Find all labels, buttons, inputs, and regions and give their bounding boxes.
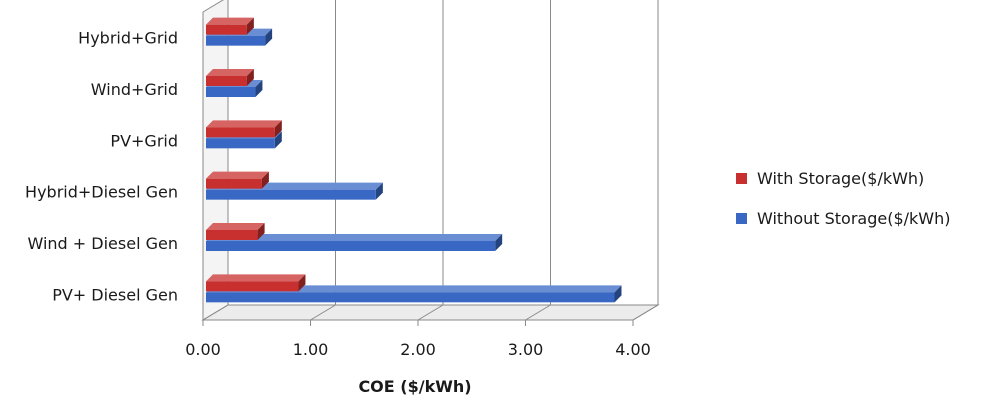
category-label: PV+ Diesel Gen — [52, 285, 178, 304]
bar-end — [246, 69, 254, 86]
bar-top — [206, 17, 254, 25]
bar — [206, 120, 282, 138]
category-label: Wind+Grid — [91, 80, 178, 99]
floor-grid-line — [632, 304, 659, 321]
x-axis-label: COE ($/kWh) — [358, 377, 471, 396]
legend-label-with-storage: With Storage($/kWh) — [757, 168, 925, 188]
floor-grid-line — [525, 304, 551, 321]
bar-end — [257, 223, 265, 240]
bar-end — [274, 131, 282, 149]
legend-label-without-storage: Without Storage($/kWh) — [757, 208, 951, 228]
floor-grid-line — [310, 304, 336, 321]
category-label: Hybrid+Diesel Gen — [25, 183, 178, 202]
x-tick-label: 2.00 — [400, 340, 436, 359]
legend-item-with-storage: With Storage($/kWh) — [736, 166, 951, 190]
bar-front — [206, 178, 262, 189]
bar-end — [614, 285, 622, 303]
tick-labels: 0.00 1.00 2.00 3.00 4.00 — [185, 340, 651, 359]
legend: With Storage($/kWh) Without Storage($/kW… — [736, 166, 951, 246]
x-tick-label: 1.00 — [293, 340, 329, 359]
bar — [206, 171, 269, 189]
bar — [206, 285, 622, 303]
category-labels: PV+ Diesel Gen Wind + Diesel Gen Hybrid+Di… — [25, 29, 178, 305]
bar-top — [206, 120, 282, 128]
bar-front — [206, 189, 376, 200]
bar — [206, 234, 503, 251]
bar-end — [255, 80, 263, 97]
legend-item-without-storage: Without Storage($/kWh) — [736, 206, 951, 230]
legend-swatch-with-storage — [736, 172, 747, 184]
bar-front — [206, 230, 258, 240]
bar-front — [206, 241, 496, 251]
bar-front — [206, 292, 615, 303]
bar-front — [206, 24, 247, 35]
bar-front — [206, 87, 256, 97]
grid-lines — [202, 0, 659, 326]
bar-end — [265, 28, 273, 46]
bar-end — [298, 274, 306, 292]
bar — [206, 274, 306, 292]
floor-grid-line — [417, 304, 444, 321]
bar — [206, 69, 254, 86]
x-tick-label: 4.00 — [615, 340, 651, 359]
x-tick-label: 3.00 — [508, 340, 544, 359]
bar — [206, 223, 265, 240]
bar-end — [246, 17, 254, 35]
bar-top — [206, 223, 265, 230]
bar-end — [274, 120, 282, 138]
side-wall — [202, 0, 229, 321]
category-label: PV+Grid — [110, 131, 178, 150]
bar-top — [206, 274, 306, 282]
bar-front — [206, 127, 275, 138]
bar-top — [206, 69, 254, 76]
bar-top — [206, 171, 269, 179]
floor-grid-line — [202, 304, 229, 321]
plot-walls — [201, 0, 660, 321]
bar-end — [495, 234, 503, 251]
bar — [206, 17, 254, 35]
bar-front — [206, 281, 299, 292]
bar-top — [206, 234, 503, 241]
bar-front — [206, 76, 247, 86]
bars — [206, 17, 622, 303]
bar-end — [375, 182, 383, 200]
bar-front — [206, 35, 266, 46]
bar-end — [261, 171, 269, 189]
bar-top — [206, 285, 622, 293]
x-tick-label: 0.00 — [185, 340, 221, 359]
bar-front — [206, 138, 275, 149]
legend-swatch-without-storage — [736, 212, 747, 224]
category-label: Hybrid+Grid — [78, 29, 178, 48]
category-label: Wind + Diesel Gen — [28, 234, 179, 253]
